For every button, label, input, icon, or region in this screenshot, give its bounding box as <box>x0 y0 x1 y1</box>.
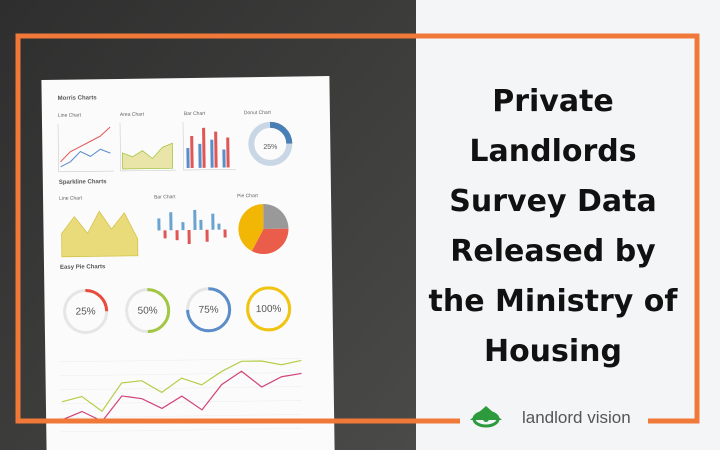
chart-label: Donut Chart <box>244 110 272 116</box>
paper-grid <box>59 400 302 405</box>
spark-bar <box>187 229 191 245</box>
spark-bar <box>199 219 203 230</box>
mini-bar <box>198 143 202 168</box>
chart-label: Bar Chart <box>154 194 176 200</box>
mini-bar <box>222 149 226 168</box>
mini-line <box>60 148 111 168</box>
spark-bar <box>205 229 209 242</box>
spark-bar <box>175 230 179 241</box>
headline-line: the Ministry of <box>429 284 679 319</box>
logo-pupil <box>483 416 489 422</box>
chart-label: Pie Chart <box>237 193 259 199</box>
mini-bar <box>190 135 194 168</box>
ring-arc <box>246 286 292 332</box>
donut-arc <box>269 121 293 144</box>
logo-eye <box>472 410 500 428</box>
mini-bar <box>210 139 214 168</box>
headline-line: Released by <box>450 234 656 269</box>
orange-frame <box>15 33 700 424</box>
spark-area <box>61 210 139 258</box>
logo: landlord vision <box>470 406 631 428</box>
headline-line: Housing <box>484 334 622 369</box>
mini-bar <box>226 137 230 168</box>
mini-axis <box>182 122 236 171</box>
pie-label: 100% <box>256 304 282 315</box>
mini-line <box>60 126 111 163</box>
mini-area <box>122 142 174 170</box>
pie-slice <box>251 228 289 255</box>
paper-grid <box>60 428 303 433</box>
text-panel <box>416 0 720 450</box>
spark-bar <box>181 222 185 231</box>
section-title: Sparkline Charts <box>59 179 107 186</box>
donut-label: 25% <box>263 144 277 151</box>
chart-label: Line Chart <box>59 195 83 201</box>
pie-label: 50% <box>138 305 158 316</box>
spark-bar <box>193 209 197 230</box>
paper-line <box>61 359 302 413</box>
spark-bar <box>157 218 161 231</box>
spark-bar <box>169 212 173 231</box>
mini-bar <box>186 147 190 169</box>
pie-label: 75% <box>199 305 219 316</box>
section-title: Easy Pie Charts <box>60 264 106 271</box>
spark-bar <box>217 223 221 230</box>
headline-line: Private <box>492 84 614 119</box>
spark-bar <box>163 230 167 239</box>
chart-label: Area Chart <box>120 112 145 118</box>
pie-slice <box>263 203 289 229</box>
paper-grid <box>60 414 303 419</box>
ring-arc <box>63 288 109 334</box>
mini-bar <box>214 131 218 168</box>
headline-line: Landlords <box>469 134 636 169</box>
spark-bar <box>223 229 227 238</box>
chart-label: Line Chart <box>58 112 82 118</box>
ring-arc <box>186 287 232 333</box>
headline: Private Landlords Survey Data Released by th… <box>429 84 679 369</box>
ring-arc <box>125 288 171 334</box>
mini-axis <box>57 123 114 173</box>
pie-slice <box>238 203 264 252</box>
paper: Morris Charts Line Chart Area Chart Bar … <box>41 76 335 450</box>
logo-text: landlord vision <box>522 408 631 427</box>
paper-sheet <box>41 76 335 450</box>
pie-label: 25% <box>76 306 96 317</box>
paper-grid <box>59 372 302 377</box>
headline-line: Survey Data <box>449 184 656 219</box>
mini-axis <box>119 122 176 172</box>
mini-bar <box>202 127 206 168</box>
paper-grid <box>59 358 302 363</box>
section-title: Morris Charts <box>58 95 98 102</box>
chart-label: Bar Chart <box>184 111 206 117</box>
spark-bar <box>211 213 215 230</box>
